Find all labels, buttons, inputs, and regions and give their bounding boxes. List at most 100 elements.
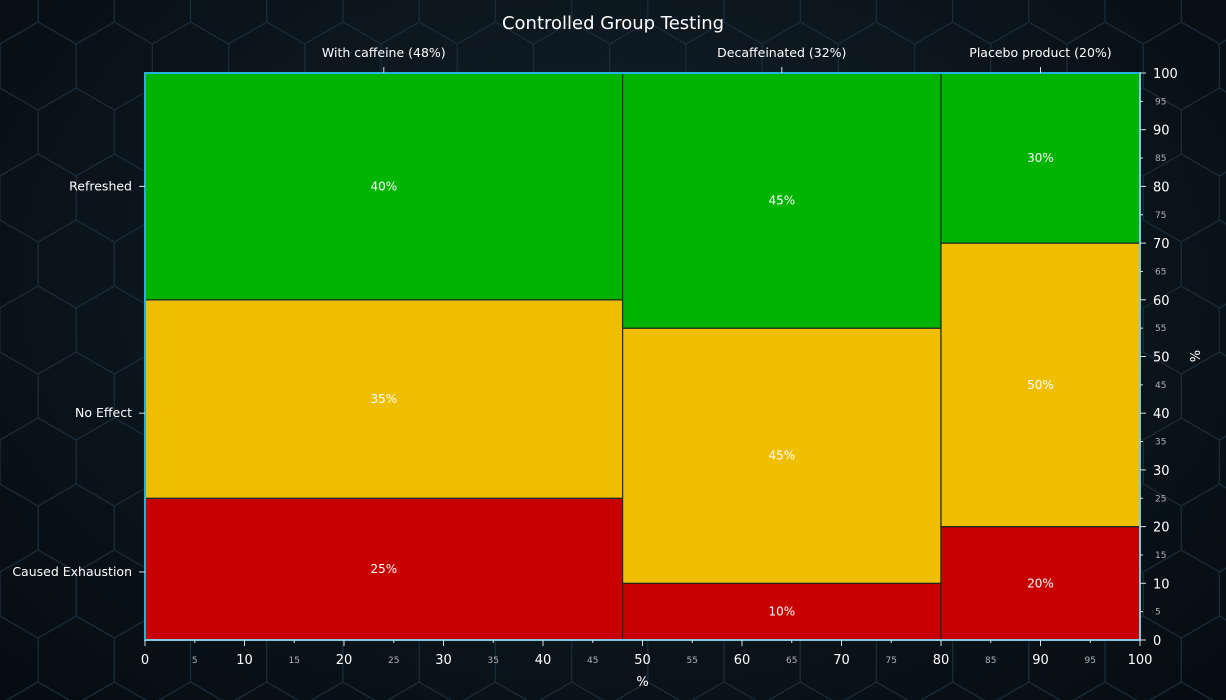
hex-cell <box>762 682 838 700</box>
cell-value-label: 45% <box>768 449 795 463</box>
hex-cell <box>76 154 152 242</box>
hex-cell <box>76 418 152 506</box>
hex-cell <box>1105 0 1181 44</box>
x-tick-label: 60 <box>734 653 751 668</box>
hex-cell <box>0 220 38 308</box>
hex-cell <box>0 616 38 700</box>
hex-cell <box>0 484 38 572</box>
row-label: Caused Exhaustion <box>12 564 132 579</box>
hex-cell <box>1181 88 1226 176</box>
x-minor-tick-label: 85 <box>985 656 996 666</box>
y-tick-label: 30 <box>1153 464 1170 479</box>
y-minor-tick-label: 55 <box>1155 324 1166 334</box>
cell-value-label: 35% <box>370 392 397 406</box>
y-minor-tick-label: 85 <box>1155 154 1166 164</box>
hex-cell <box>152 682 228 700</box>
x-tick-label: 80 <box>933 653 950 668</box>
y-minor-tick-label: 95 <box>1155 97 1166 107</box>
hex-cell <box>38 352 114 440</box>
hex-cell <box>1143 154 1219 242</box>
y-minor-tick-label: 75 <box>1155 211 1166 221</box>
hex-cell <box>267 0 343 44</box>
hex-cell <box>1219 154 1226 242</box>
hex-cell <box>1181 484 1226 572</box>
hex-cell <box>76 682 152 700</box>
x-tick-label: 40 <box>535 653 552 668</box>
y-tick-label: 90 <box>1153 124 1170 139</box>
hex-cell <box>953 0 1029 44</box>
x-minor-tick-label: 5 <box>192 656 198 666</box>
x-minor-tick-label: 35 <box>488 656 499 666</box>
hex-cell <box>876 0 952 44</box>
x-tick-label: 90 <box>1032 653 1049 668</box>
column-label: Placebo product (20%) <box>969 45 1111 60</box>
x-minor-tick-label: 55 <box>687 656 698 666</box>
hex-cell <box>991 682 1067 700</box>
y-axis-title: % <box>1186 350 1201 362</box>
x-tick-label: 50 <box>634 653 651 668</box>
hex-cell <box>76 286 152 374</box>
hex-cell <box>381 682 457 700</box>
row-label: Refreshed <box>69 178 132 193</box>
x-tick-label: 0 <box>141 653 149 668</box>
hex-cell <box>38 88 114 176</box>
hex-cell <box>457 682 533 700</box>
hex-cell <box>838 682 914 700</box>
hex-cell <box>1181 0 1226 44</box>
hex-cell <box>305 682 381 700</box>
hex-cell <box>0 154 76 242</box>
x-minor-tick-label: 65 <box>786 656 797 666</box>
hex-cell <box>0 286 76 374</box>
cell-value-label: 30% <box>1027 151 1054 165</box>
hex-cell <box>1029 0 1105 44</box>
hex-cell <box>0 22 76 110</box>
y-minor-tick-label: 35 <box>1155 438 1166 448</box>
hex-cell <box>1143 418 1219 506</box>
hex-cell <box>229 682 305 700</box>
y-minor-tick-label: 5 <box>1155 608 1161 618</box>
hex-cell <box>0 0 38 44</box>
x-tick-label: 30 <box>435 653 452 668</box>
hex-cell <box>1067 682 1143 700</box>
hex-cell <box>724 0 800 44</box>
cell-value-label: 40% <box>370 179 397 193</box>
plot-area: 25%35%40%10%45%45%20%50%30% <box>145 73 1140 640</box>
x-tick-label: 20 <box>336 653 353 668</box>
y-minor-tick-label: 45 <box>1155 381 1166 391</box>
x-axis-title: % <box>636 675 648 690</box>
hex-cell <box>1181 220 1226 308</box>
x-minor-tick-label: 25 <box>388 656 399 666</box>
y-tick-label: 20 <box>1153 521 1170 536</box>
y-tick-label: 50 <box>1153 351 1170 366</box>
hex-cell <box>915 682 991 700</box>
hex-cell <box>0 352 38 440</box>
hex-cell <box>534 682 610 700</box>
hex-cell <box>114 0 190 44</box>
y-tick-label: 60 <box>1153 294 1170 309</box>
hex-cell <box>800 0 876 44</box>
hex-cell <box>76 22 152 110</box>
hex-cell <box>1143 550 1219 638</box>
row-label: No Effect <box>75 405 132 420</box>
hex-cell <box>1219 682 1226 700</box>
hex-cell <box>0 682 76 700</box>
hex-cell <box>1219 22 1226 110</box>
y-tick-label: 70 <box>1153 237 1170 252</box>
cell-value-label: 50% <box>1027 378 1054 392</box>
hex-cell <box>1181 352 1226 440</box>
y-minor-tick-label: 25 <box>1155 494 1166 504</box>
x-minor-tick-label: 95 <box>1085 656 1096 666</box>
hex-cell <box>191 0 267 44</box>
column-label: Decaffeinated (32%) <box>717 45 846 60</box>
hex-cell <box>38 616 114 700</box>
y-tick-label: 0 <box>1153 634 1161 649</box>
hex-cell <box>1181 616 1226 700</box>
y-tick-label: 80 <box>1153 180 1170 195</box>
x-tick-label: 100 <box>1128 653 1153 668</box>
x-tick-label: 10 <box>236 653 253 668</box>
hex-cell <box>1219 286 1226 374</box>
hex-cell <box>343 0 419 44</box>
hex-cell <box>1219 418 1226 506</box>
